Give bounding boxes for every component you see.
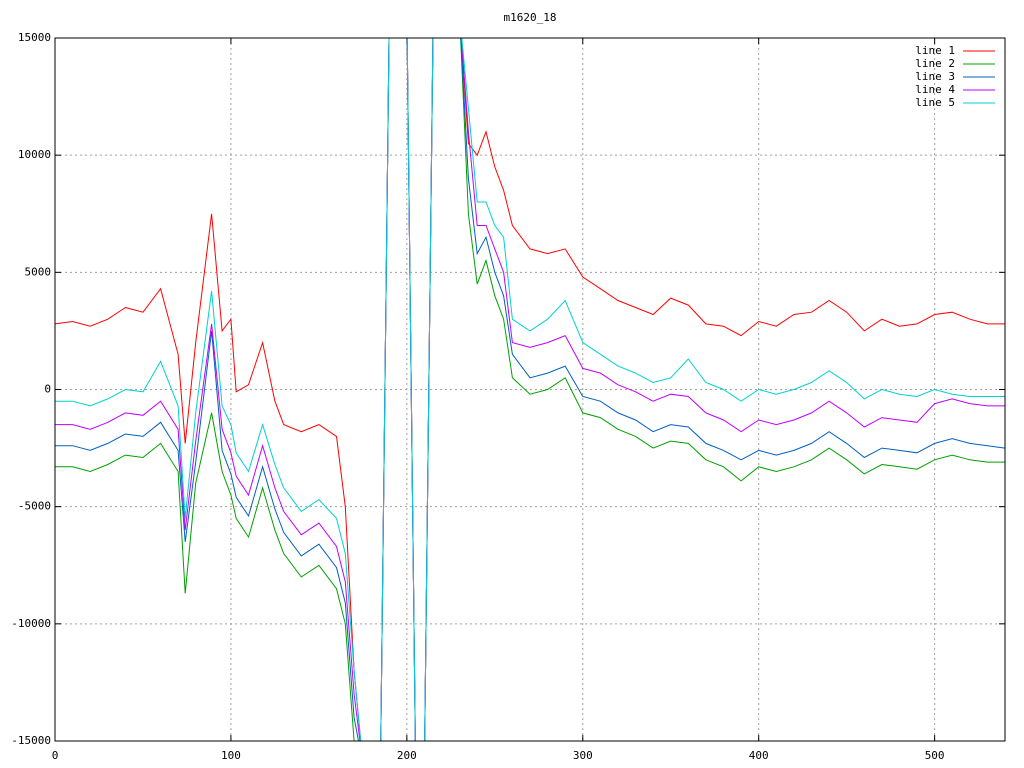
y-tick-label: -10000 bbox=[11, 617, 51, 630]
y-tick-label: 0 bbox=[44, 383, 51, 396]
plot-area bbox=[55, 38, 1005, 741]
legend-label: line 1 bbox=[915, 44, 955, 57]
plot-frame bbox=[54, 37, 1006, 742]
y-tick-label: 5000 bbox=[25, 265, 52, 278]
data-line bbox=[55, 38, 1005, 741]
legend-label: line 5 bbox=[915, 96, 955, 109]
x-tick-label: 100 bbox=[221, 749, 241, 762]
legend-label: line 3 bbox=[915, 70, 955, 83]
y-tick-label: -15000 bbox=[11, 734, 51, 747]
legend-label: line 4 bbox=[915, 83, 955, 96]
data-line bbox=[55, 38, 1005, 741]
chart-title: m1620_18 bbox=[504, 11, 557, 24]
x-tick-label: 300 bbox=[573, 749, 593, 762]
x-tick-label: 400 bbox=[749, 749, 769, 762]
x-tick-label: 500 bbox=[925, 749, 945, 762]
legend-label: line 2 bbox=[915, 57, 955, 70]
data-line bbox=[55, 38, 1005, 741]
x-tick-label: 0 bbox=[52, 749, 59, 762]
y-tick-label: 15000 bbox=[18, 31, 51, 44]
data-line bbox=[55, 38, 1005, 741]
x-tick-label: 200 bbox=[397, 749, 417, 762]
y-tick-label: -5000 bbox=[18, 500, 51, 513]
y-tick-label: 10000 bbox=[18, 148, 51, 161]
grid bbox=[54, 37, 1005, 742]
data-line bbox=[55, 38, 1005, 741]
